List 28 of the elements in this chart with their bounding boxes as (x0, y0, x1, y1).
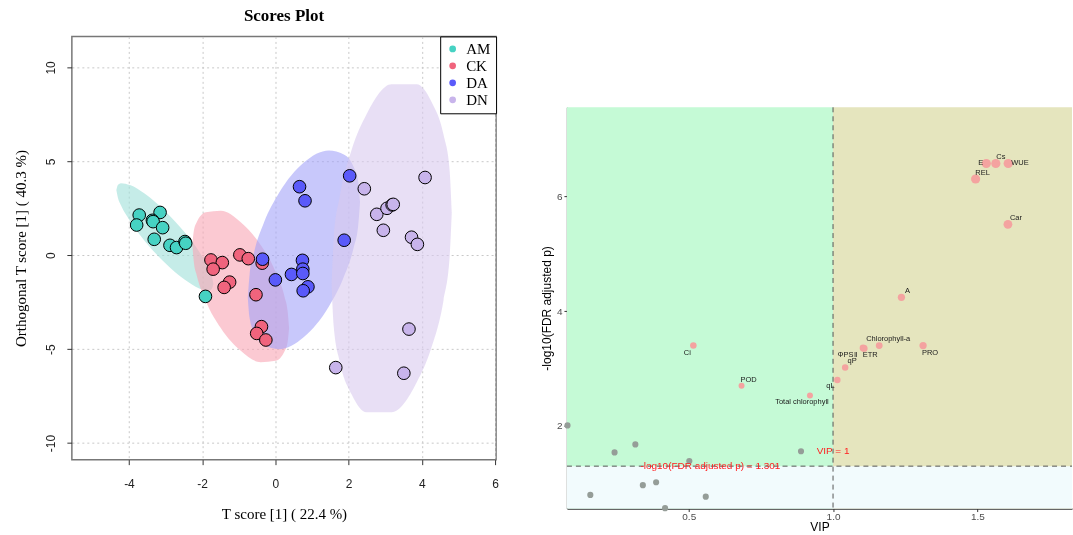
x-tick-label: 2 (345, 477, 353, 492)
ref-line-label: -log10(FDR adjusted p) = 1.301 (640, 460, 781, 472)
x-tick-label: 6 (492, 477, 500, 492)
legend-label: AM (466, 40, 491, 57)
x-tick-label: 1.5 (970, 511, 986, 523)
y-tick-label: -10 (44, 434, 59, 453)
legend-label: CK (466, 57, 488, 74)
y-tick-label: 0 (44, 252, 59, 260)
y-tick-label: 4 (556, 305, 563, 317)
x-tick-label: 1.0 (826, 511, 841, 523)
y-tick-label: 6 (556, 190, 563, 202)
y-tick-label: 5 (44, 158, 59, 166)
chart-title: Scores Plot (243, 5, 325, 25)
y-axis-title: -log10(FDR adjusted p) (539, 246, 554, 371)
x-tick-label: -2 (197, 477, 209, 492)
y-axis-title: Orthogonal T score [1] ( 40.3 %) (13, 150, 31, 347)
legend-label: DN (466, 91, 488, 108)
y-tick-label: -5 (44, 344, 59, 356)
y-tick-label: 2 (556, 420, 563, 432)
x-tick-label: -4 (124, 477, 136, 492)
x-tick-label: 4 (418, 477, 426, 492)
legend-label: DA (466, 74, 488, 91)
x-axis-title: VIP (810, 520, 830, 535)
y-tick-label: 10 (44, 60, 59, 75)
ref-line-label: VIP = 1 (816, 444, 850, 456)
x-axis-title: T score [1] ( 22.4 %) (221, 506, 348, 524)
x-tick-label: 0.5 (682, 511, 697, 523)
x-tick-label: 0 (272, 477, 280, 492)
